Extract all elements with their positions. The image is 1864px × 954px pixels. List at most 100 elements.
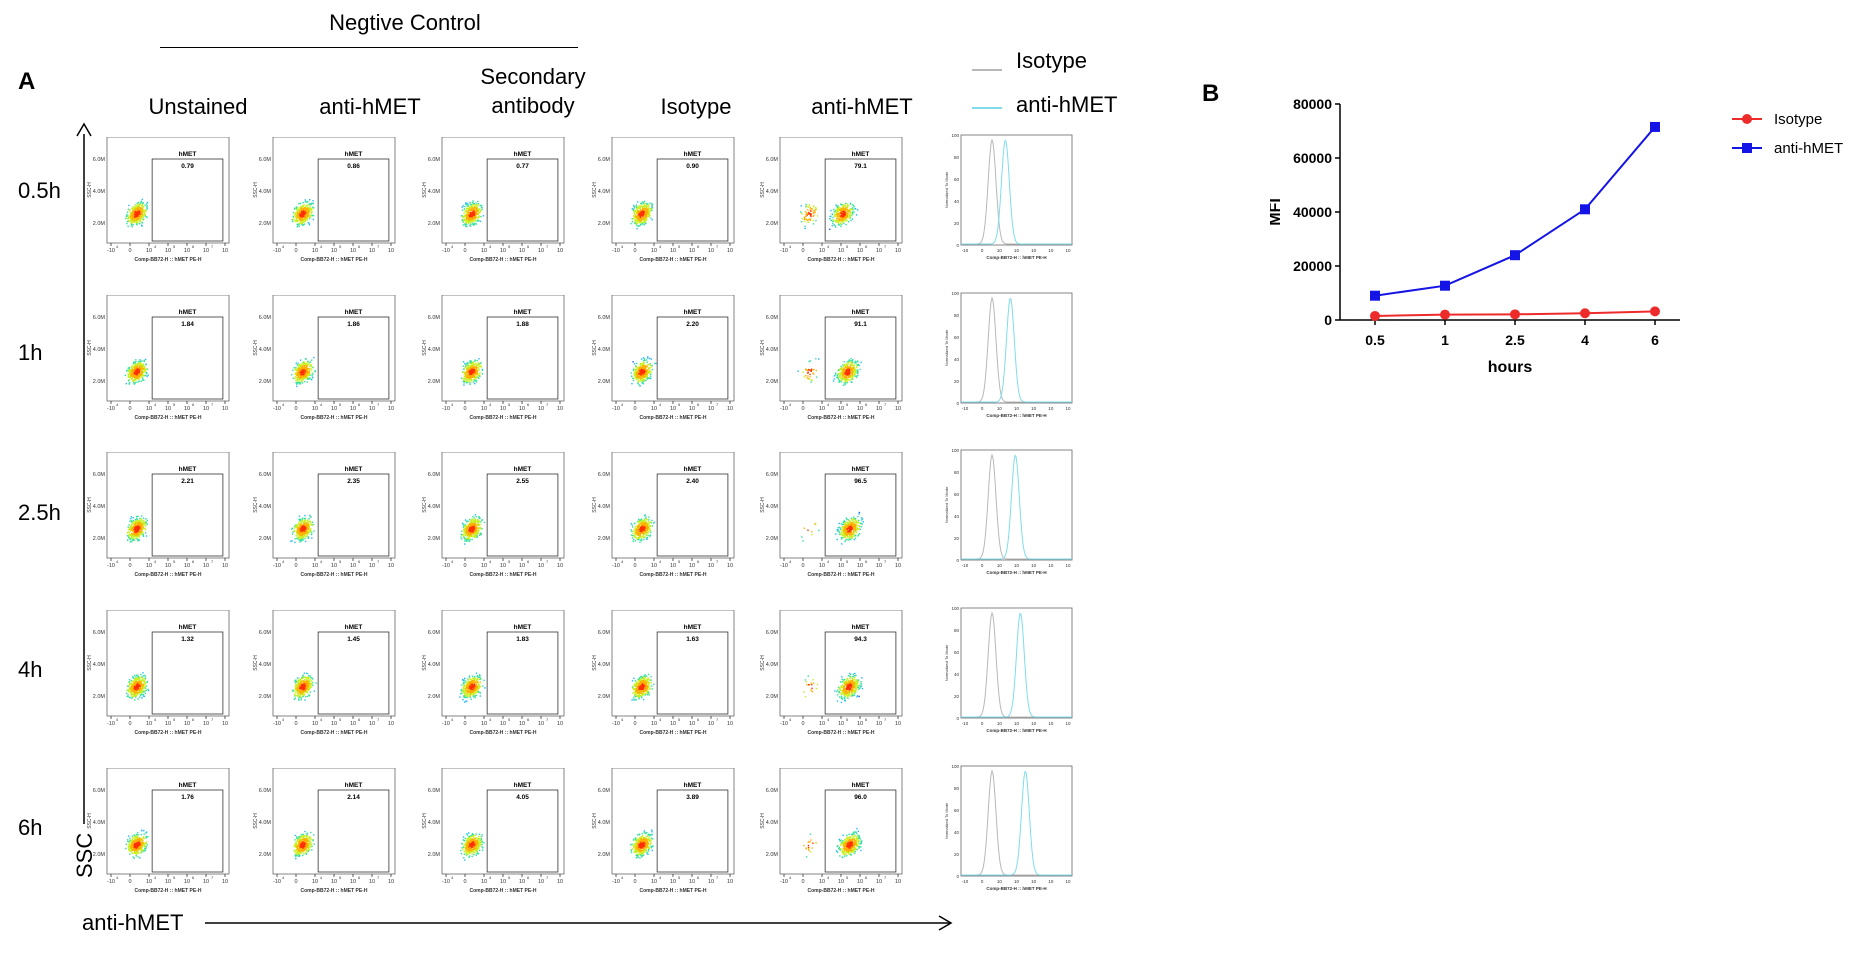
svg-text:Normalized To Mode: Normalized To Mode (944, 329, 949, 366)
svg-text:10: 10 (1048, 248, 1054, 253)
svg-text:7: 7 (716, 244, 719, 249)
gate-percentage: 4.05 (516, 794, 529, 801)
svg-text:-10: -10 (273, 563, 281, 569)
svg-text:10: 10 (331, 563, 337, 569)
y-tick-label: 2.0M (766, 221, 779, 227)
panel-a-letter: A (18, 68, 36, 95)
svg-text:10: 10 (1014, 406, 1020, 411)
gate-percentage: 0.90 (686, 163, 699, 170)
legend-marker-1 (1742, 143, 1752, 153)
svg-text:hMET: hMET (179, 466, 197, 473)
y-tick-label: 6.0M (259, 788, 272, 794)
y-tick-label: 6.0M (766, 788, 779, 794)
svg-text:4: 4 (320, 402, 323, 407)
y-tick-label: 4.0M (766, 347, 779, 353)
y-tick-label: 4.0M (259, 189, 272, 195)
data-point (1580, 308, 1590, 319)
gate-percentage: 1.84 (181, 321, 194, 328)
y-tick-label: 6.0M (93, 315, 106, 321)
svg-text:-10: -10 (107, 248, 115, 254)
svg-text:SSC-H: SSC-H (760, 340, 766, 356)
svg-text:0: 0 (956, 243, 959, 248)
svg-text:10: 10 (388, 248, 394, 254)
svg-text:6: 6 (192, 559, 195, 564)
svg-text:10: 10 (165, 563, 171, 569)
data-point (1580, 204, 1590, 215)
svg-text:Comp-BB72-H :: hMET PE-H: Comp-BB72-H :: hMET PE-H (301, 257, 368, 263)
svg-text:4: 4 (116, 244, 119, 249)
svg-text:SSC-H: SSC-H (760, 182, 766, 198)
svg-text:SSC-H: SSC-H (253, 182, 259, 198)
svg-text:10: 10 (388, 406, 394, 412)
y-tick-label: 4.0M (766, 504, 779, 510)
svg-text:Comp-BB72-H :: hMET PE-H: Comp-BB72-H :: hMET PE-H (470, 415, 537, 421)
y-tick-label: 6.0M (598, 472, 611, 478)
svg-text:hMET: hMET (514, 151, 532, 158)
ssc-axis-arrow (76, 122, 92, 824)
svg-text:10: 10 (184, 248, 190, 254)
svg-text:SSC-H: SSC-H (592, 340, 598, 356)
svg-text:Comp-BB72-H :: hMET PE-H: Comp-BB72-H :: hMET PE-H (135, 257, 202, 263)
svg-text:5: 5 (846, 402, 849, 407)
y-tick-label: 4.0M (598, 504, 611, 510)
svg-text:10: 10 (670, 248, 676, 254)
panel-b-letter: B (1202, 80, 1220, 107)
svg-text:100: 100 (951, 291, 959, 296)
gate-percentage: 1.32 (181, 636, 194, 643)
svg-text:4: 4 (659, 402, 662, 407)
svg-text:7: 7 (546, 244, 549, 249)
y-tick-label: 4.0M (428, 820, 441, 826)
svg-text:10: 10 (312, 563, 318, 569)
data-point (1370, 310, 1380, 321)
gate-percentage: 2.14 (347, 794, 360, 801)
column-head-anti-hmet: anti-hMET (811, 94, 913, 119)
column-head-anti-hmet-control: anti-hMET (319, 94, 421, 119)
data-point (1510, 309, 1520, 320)
svg-text:SSC-H: SSC-H (87, 182, 93, 198)
svg-text:10: 10 (819, 248, 825, 254)
y-tick-label: 6.0M (598, 788, 611, 794)
y-tick-label: 6.0M (93, 472, 106, 478)
svg-text:4: 4 (789, 244, 792, 249)
svg-text:hMET: hMET (345, 151, 363, 158)
svg-text:hMET: hMET (345, 309, 363, 316)
data-point (1440, 280, 1450, 291)
svg-text:Comp-BB72-H :: hMET PE-H: Comp-BB72-H :: hMET PE-H (986, 255, 1046, 260)
y-tick-label: 6.0M (598, 157, 611, 163)
gate-percentage: 91.1 (854, 321, 867, 328)
y-tick-label: 20000 (1293, 258, 1332, 274)
svg-text:20: 20 (954, 379, 960, 384)
legend-label-isotype: Isotype (1016, 48, 1087, 73)
y-tick-label: 4.0M (93, 662, 106, 668)
svg-text:10: 10 (165, 406, 171, 412)
y-tick-label: 0 (1324, 312, 1332, 328)
svg-text:4: 4 (320, 559, 323, 564)
svg-text:-10: -10 (442, 248, 450, 254)
svg-text:5: 5 (678, 244, 681, 249)
svg-text:5: 5 (508, 244, 511, 249)
svg-text:4: 4 (827, 244, 830, 249)
svg-text:Comp-BB72-H :: hMET PE-H: Comp-BB72-H :: hMET PE-H (301, 415, 368, 421)
gate-percentage: 1.63 (686, 636, 699, 643)
svg-text:10: 10 (651, 248, 657, 254)
x-tick-label: 4 (1581, 332, 1589, 348)
y-tick-label: 2.0M (766, 694, 779, 700)
svg-text:4: 4 (154, 244, 157, 249)
svg-text:hMET: hMET (514, 309, 532, 316)
svg-text:7: 7 (884, 402, 887, 407)
svg-text:5: 5 (508, 402, 511, 407)
row-label-6h: 6h (18, 815, 43, 840)
y-tick-label: 6.0M (93, 788, 106, 794)
svg-text:4: 4 (827, 402, 830, 407)
y-tick-label: 4.0M (93, 189, 106, 195)
y-tick-label: 6.0M (428, 315, 441, 321)
y-tick-label: 6.0M (259, 157, 272, 163)
